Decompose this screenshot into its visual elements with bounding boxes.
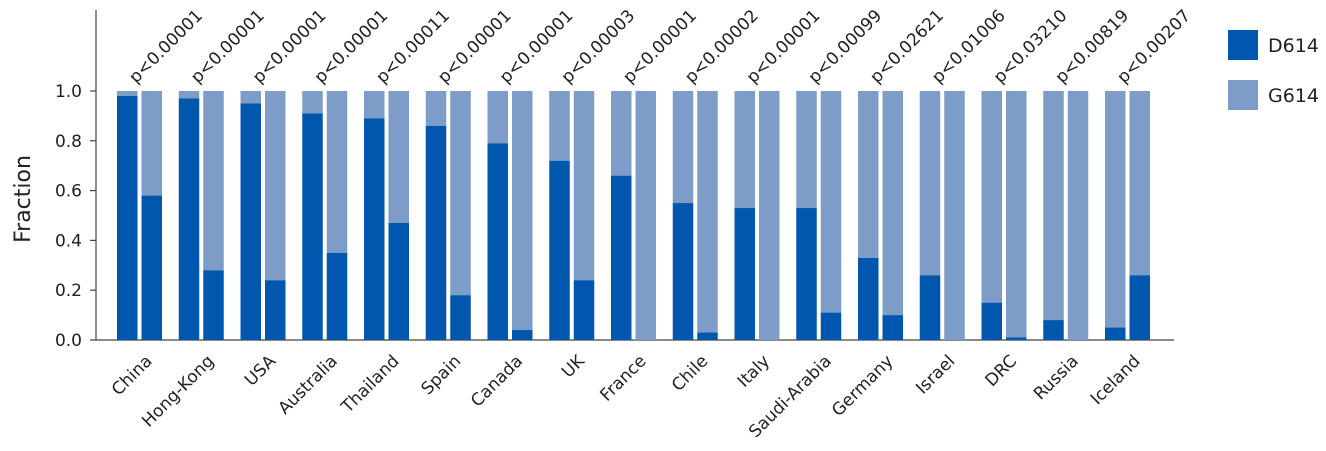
y-axis-title: Fraction	[11, 155, 36, 243]
bar-drc-1-g614	[981, 91, 1002, 303]
category-label: Australia	[274, 351, 341, 418]
bar-thailand-1-g614	[364, 91, 385, 119]
bar-uk-1-d614	[549, 160, 570, 340]
bar-hong-kong-1-d614	[178, 98, 200, 340]
bar-spain-2-g614	[450, 91, 471, 296]
legend-label-g614: G614	[1268, 85, 1319, 107]
bar-germany-2-g614	[882, 91, 903, 316]
y-tick-label: 0.6	[55, 182, 82, 202]
bar-australia-1-d614	[302, 113, 323, 340]
bar-spain-2-d614	[450, 295, 471, 340]
bar-italy-1-d614	[734, 208, 755, 340]
bar-hong-kong-2-g614	[203, 91, 224, 271]
bar-iceland-2-d614	[1129, 275, 1150, 340]
bar-uk-2-g614	[573, 91, 595, 281]
bar-spain-1-d614	[425, 125, 447, 340]
bar-china-2-d614	[141, 195, 162, 340]
bar-canada-1-d614	[487, 143, 508, 340]
bar-germany-2-d614	[882, 315, 903, 340]
bar-israel-2-g614	[944, 91, 965, 340]
bar-usa-2-d614	[265, 280, 286, 340]
bar-drc-1-d614	[981, 302, 1002, 340]
bar-uk-1-g614	[549, 91, 570, 161]
category-label: USA	[241, 351, 280, 390]
bar-saudi-arabia-2-d614	[820, 312, 842, 340]
category-label: Iceland	[1087, 351, 1145, 409]
category-label: Spain	[418, 351, 466, 399]
y-tick-label: 0.0	[55, 331, 82, 351]
bar-chile-1-d614	[672, 203, 694, 340]
bar-thailand-2-d614	[388, 222, 409, 340]
category-label: Chile	[668, 351, 712, 395]
bar-france-2-g614	[635, 91, 656, 340]
bar-chile-2-d614	[697, 332, 718, 340]
legend-swatch-d614	[1228, 30, 1258, 60]
bar-hong-kong-2-d614	[203, 270, 224, 340]
bar-australia-1-g614	[302, 91, 323, 114]
bar-italy-2-g614	[759, 91, 780, 340]
bar-iceland-1-g614	[1105, 91, 1126, 328]
bar-usa-1-d614	[240, 103, 261, 340]
category-label: Canada	[467, 351, 527, 411]
bar-chile-1-g614	[672, 91, 694, 204]
bar-spain-1-g614	[425, 91, 447, 126]
bar-italy-1-g614	[734, 91, 755, 209]
bar-russia-1-g614	[1043, 91, 1064, 321]
category-label: UK	[558, 351, 589, 382]
category-label: DRC	[981, 351, 1021, 391]
bar-saudi-arabia-2-g614	[820, 91, 842, 313]
bar-china-2-g614	[141, 91, 162, 196]
category-label: Thailand	[337, 351, 403, 417]
bar-drc-2-g614	[1006, 91, 1027, 338]
bar-israel-1-d614	[919, 275, 941, 340]
bar-france-1-d614	[611, 175, 632, 340]
bar-russia-2-g614	[1067, 91, 1089, 340]
y-tick-label: 0.4	[55, 231, 82, 251]
bar-canada-1-g614	[487, 91, 508, 144]
bar-saudi-arabia-1-g614	[796, 91, 817, 209]
bar-israel-1-g614	[919, 91, 941, 276]
bar-iceland-2-g614	[1129, 91, 1150, 276]
category-label: Germany	[828, 351, 897, 420]
bar-iceland-1-d614	[1105, 327, 1126, 340]
bar-china-1-g614	[117, 91, 138, 96]
category-label: China	[108, 351, 156, 399]
bar-canada-2-d614	[512, 330, 533, 340]
bar-drc-2-d614	[1006, 337, 1027, 340]
category-label: Italy	[734, 351, 774, 391]
bar-australia-2-g614	[326, 91, 348, 253]
category-label: France	[596, 351, 650, 405]
legend-label-d614: D614	[1268, 35, 1319, 57]
bar-usa-2-g614	[265, 91, 286, 281]
bar-china-1-d614	[117, 95, 138, 340]
bar-germany-1-g614	[858, 91, 879, 258]
bar-uk-2-d614	[573, 280, 595, 340]
bars	[117, 91, 1150, 340]
bar-russia-1-d614	[1043, 320, 1064, 340]
bar-usa-1-g614	[240, 91, 261, 104]
bar-thailand-1-d614	[364, 118, 385, 340]
bar-chile-2-g614	[697, 91, 718, 333]
bar-germany-1-d614	[858, 257, 879, 340]
bar-saudi-arabia-1-d614	[796, 208, 817, 340]
legend-swatch-g614	[1228, 80, 1258, 110]
bar-thailand-2-g614	[388, 91, 409, 223]
bar-france-1-g614	[611, 91, 632, 176]
y-tick-label: 0.8	[55, 132, 82, 152]
category-label: Israel	[912, 351, 959, 398]
p-value-labels: p<0.00001p<0.00001p<0.00001p<0.00001p<0.…	[125, 6, 1195, 88]
y-tick-label: 0.2	[55, 281, 82, 301]
bar-hong-kong-1-g614	[178, 91, 200, 99]
bar-australia-2-d614	[326, 252, 348, 340]
y-tick-label: 1.0	[55, 82, 82, 102]
bar-canada-2-g614	[512, 91, 533, 331]
category-label: Russia	[1030, 351, 1083, 404]
legend: D614 G614	[1228, 30, 1319, 110]
